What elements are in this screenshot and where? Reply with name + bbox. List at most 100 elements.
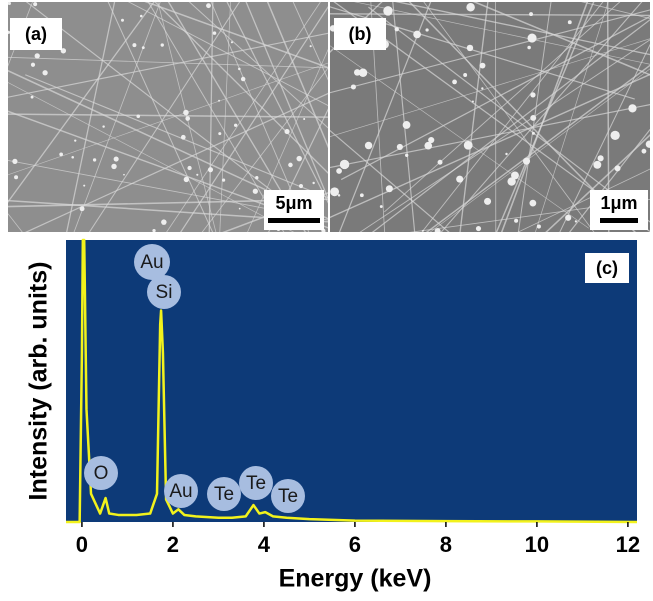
particle [530, 92, 535, 97]
particle [74, 139, 76, 141]
scale-bar [600, 218, 638, 223]
x-tick-label: 2 [167, 532, 179, 557]
scale-bar [268, 218, 320, 223]
particle [466, 3, 475, 12]
x-tick-label: 8 [440, 532, 452, 557]
particle [360, 193, 364, 197]
particle [514, 219, 518, 223]
particle [527, 46, 531, 50]
particle [480, 63, 486, 69]
particle [206, 3, 211, 8]
peak-label: Te [246, 473, 266, 494]
x-tick-label: 10 [525, 532, 549, 557]
particle [234, 124, 237, 127]
particle [340, 160, 349, 169]
particle [642, 149, 647, 154]
particle [14, 175, 18, 179]
particle [505, 153, 507, 155]
particle [255, 176, 258, 179]
particle [529, 12, 533, 16]
particle [380, 205, 383, 208]
page: (a) 5μm (b) 1μm (c) Energy (keV) Intensi… [0, 0, 653, 601]
particle [405, 154, 408, 157]
particle [568, 20, 572, 24]
particle [296, 156, 301, 161]
particle [196, 174, 198, 176]
scale-label: 1μm [600, 193, 637, 213]
particle [646, 141, 653, 148]
particle [80, 206, 85, 211]
particle [33, 2, 37, 6]
figure: (a) 5μm (b) 1μm (c) Energy (keV) Intensi… [0, 0, 653, 601]
x-tick-label: 6 [349, 532, 361, 557]
peak-label: O [94, 463, 109, 484]
x-axis-label: Energy (keV) [279, 565, 432, 593]
particle [507, 177, 515, 185]
particle [185, 116, 190, 121]
particle [529, 200, 536, 207]
particle [181, 135, 186, 140]
particle [253, 189, 258, 194]
particle [31, 63, 35, 67]
particle [523, 158, 530, 165]
particle [218, 100, 220, 102]
x-tick-label: 4 [258, 532, 271, 557]
peak-label: Au [140, 252, 163, 273]
particle [365, 142, 372, 149]
particle [239, 208, 241, 210]
particle [83, 185, 85, 187]
particle [615, 165, 621, 171]
particle [288, 163, 293, 168]
panel-label: (c) [596, 258, 618, 278]
particle [42, 70, 47, 75]
particle [218, 132, 221, 135]
particle [59, 153, 63, 157]
particle [161, 219, 167, 225]
particle [71, 156, 74, 159]
particle [397, 144, 403, 150]
particle [299, 184, 303, 188]
particle [456, 176, 463, 183]
particle [330, 187, 339, 196]
particle [310, 45, 312, 47]
particle [140, 15, 143, 18]
particle [8, 2, 11, 5]
particle [123, 174, 125, 176]
particle [476, 226, 481, 231]
peak-label: Si [156, 282, 173, 303]
particle [386, 185, 393, 192]
particle [467, 45, 473, 51]
particle [152, 229, 155, 232]
particle [395, 27, 399, 31]
peak-label: Te [214, 484, 234, 505]
particle [93, 158, 96, 161]
particle [403, 121, 411, 129]
particle [111, 164, 116, 169]
panel-label: (b) [349, 24, 372, 44]
particle [435, 228, 441, 234]
particle [463, 73, 467, 77]
particle [312, 182, 314, 184]
particle [472, 100, 474, 102]
particle [187, 166, 191, 170]
particle [7, 31, 10, 34]
y-axis-label: Intensity (arb. units) [25, 262, 53, 501]
particle [413, 31, 421, 39]
particle [464, 141, 473, 150]
particle [161, 43, 164, 46]
particle [102, 125, 104, 127]
particle [575, 220, 577, 222]
particle [184, 177, 189, 182]
particle [528, 34, 537, 43]
particle [422, 230, 424, 232]
particle [628, 104, 636, 112]
particle [208, 167, 213, 172]
particle [222, 179, 225, 182]
particle [114, 157, 119, 162]
particle [593, 161, 601, 169]
x-tick-label: 0 [76, 532, 88, 557]
particle [424, 142, 432, 150]
particle [598, 155, 604, 161]
particle [121, 19, 124, 22]
particle [530, 115, 536, 121]
